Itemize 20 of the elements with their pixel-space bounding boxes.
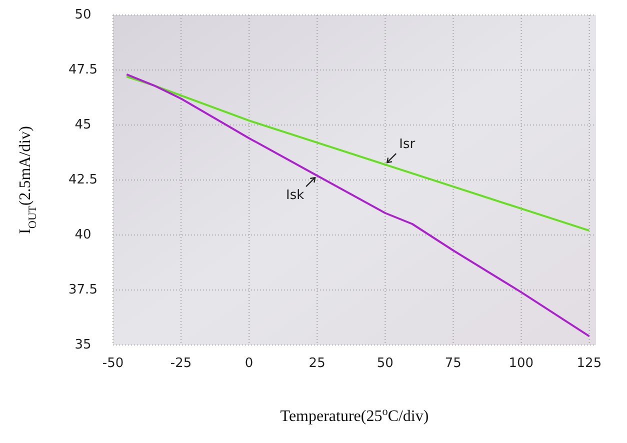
- y-tick-label: 45: [74, 118, 92, 133]
- annotation: Isr: [399, 137, 416, 152]
- y-tick-label: 42.5: [68, 172, 98, 188]
- x-tick-label: 100: [508, 356, 534, 371]
- y-tick-label: 40: [74, 228, 92, 243]
- x-tick-label: 0: [244, 356, 254, 371]
- x-tick-label: -25: [170, 356, 192, 371]
- line-series: [126, 76, 590, 232]
- y-tick-label: 35: [74, 338, 92, 353]
- y-tick-label: 37.5: [68, 282, 98, 298]
- x-tick-label: 25: [308, 356, 326, 371]
- annotation: Isk: [286, 188, 305, 204]
- x-axis-title: Temperature(25$^{o}$C/div): [280, 406, 429, 425]
- x-tick-label: 75: [444, 356, 462, 371]
- x-tick-label: -50: [102, 356, 124, 371]
- y-tick-label: 47.5: [68, 62, 98, 78]
- x-tick-label: 125: [576, 356, 602, 371]
- y-tick-label: 50: [74, 8, 92, 23]
- x-tick-label: 50: [376, 356, 394, 371]
- line-series: [126, 73, 590, 338]
